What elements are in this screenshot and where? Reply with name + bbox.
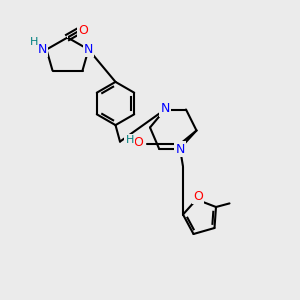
Text: O: O (134, 136, 143, 149)
Text: N: N (175, 142, 185, 156)
Text: O: O (193, 190, 203, 203)
Text: C: C (67, 36, 68, 38)
Text: H: H (125, 135, 134, 146)
Text: N: N (84, 43, 93, 56)
Text: O: O (79, 23, 88, 37)
Text: N: N (37, 43, 47, 56)
Text: N: N (160, 102, 170, 116)
Text: H: H (30, 37, 38, 47)
